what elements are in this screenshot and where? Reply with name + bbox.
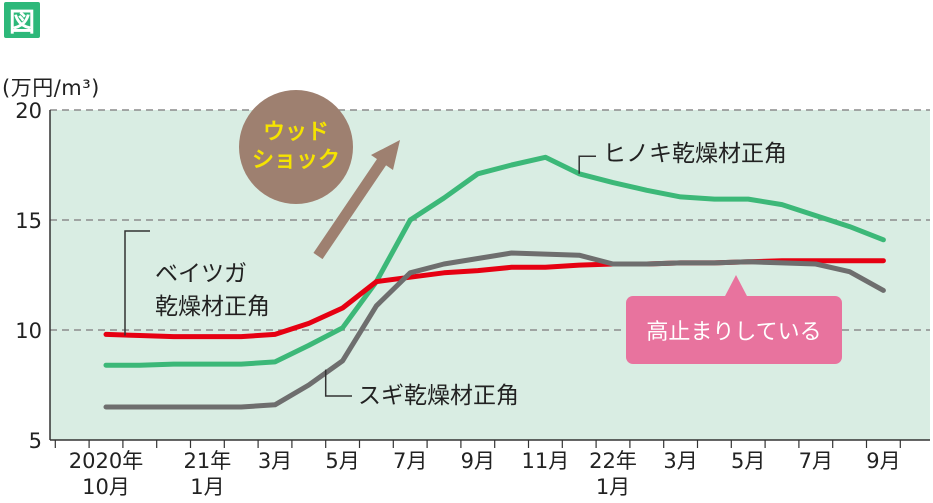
x-tick-label: 2020年 bbox=[69, 449, 143, 473]
sugi-label: スギ乾燥材正角 bbox=[358, 383, 519, 409]
x-tick-label-sub: 10月 bbox=[82, 475, 130, 499]
plot-area bbox=[50, 110, 930, 440]
x-tick-label-group: 9月 bbox=[461, 449, 495, 473]
x-tick-label: 9月 bbox=[866, 449, 900, 473]
hinoki-label: ヒノキ乾燥材正角 bbox=[603, 141, 787, 167]
wood-shock-text-line1: ウッド bbox=[263, 120, 329, 145]
x-tick-label-group: 3月 bbox=[258, 449, 292, 473]
wood-shock-arrow-head bbox=[371, 140, 400, 170]
x-tick-label-group: 5月 bbox=[325, 449, 359, 473]
x-tick-label-group: 11月 bbox=[522, 449, 570, 473]
x-tick-label: 21年 bbox=[184, 449, 232, 473]
x-tick-label: 7月 bbox=[393, 449, 427, 473]
x-tick-label: 11月 bbox=[522, 449, 570, 473]
series-line-1 bbox=[103, 154, 886, 368]
x-tick-label: 7月 bbox=[799, 449, 833, 473]
x-tick-label-group: 7月 bbox=[799, 449, 833, 473]
beitsuga-label-line1: ベイツガ bbox=[155, 261, 247, 287]
wood-shock-text-line2: ショック bbox=[252, 148, 340, 173]
x-tick-label: 5月 bbox=[325, 449, 359, 473]
sugi-leader-line bbox=[324, 369, 352, 397]
x-tick-label: 3月 bbox=[258, 449, 292, 473]
plateau-callout-text: 高止まりしている bbox=[646, 320, 821, 345]
x-tick-label: 9月 bbox=[461, 449, 495, 473]
x-tick-label-sub: 1月 bbox=[596, 475, 630, 499]
x-tick-label-group: 5月 bbox=[731, 449, 765, 473]
y-tick-label: 10 bbox=[15, 319, 42, 343]
series-line-3 bbox=[103, 250, 886, 410]
figure-tag: 図 bbox=[4, 2, 40, 38]
hinoki-leader-line bbox=[578, 155, 596, 174]
x-tick-label: 3月 bbox=[663, 449, 697, 473]
y-tick-label: 20 bbox=[15, 99, 42, 123]
x-tick-label-group: 3月 bbox=[663, 449, 697, 473]
x-tick-label-group: 9月 bbox=[866, 449, 900, 473]
y-tick-label: 5 bbox=[29, 429, 42, 453]
wood-shock-badge bbox=[239, 90, 353, 204]
y-tick-label: 15 bbox=[15, 209, 42, 233]
x-tick-label-group: 7月 bbox=[393, 449, 427, 473]
plateau-callout-box bbox=[626, 296, 842, 364]
beitsuga-label-line2: 乾燥材正角 bbox=[155, 294, 270, 320]
plateau-callout-pointer bbox=[724, 275, 748, 298]
x-tick-label: 22年 bbox=[589, 449, 637, 473]
wood-shock-arrow-shaft bbox=[313, 156, 388, 260]
x-tick-label-sub: 1月 bbox=[190, 475, 224, 499]
x-tick-label: 5月 bbox=[731, 449, 765, 473]
beitsuga-leader-line bbox=[124, 230, 150, 336]
y-axis-unit-label: (万円/m³) bbox=[2, 76, 100, 100]
